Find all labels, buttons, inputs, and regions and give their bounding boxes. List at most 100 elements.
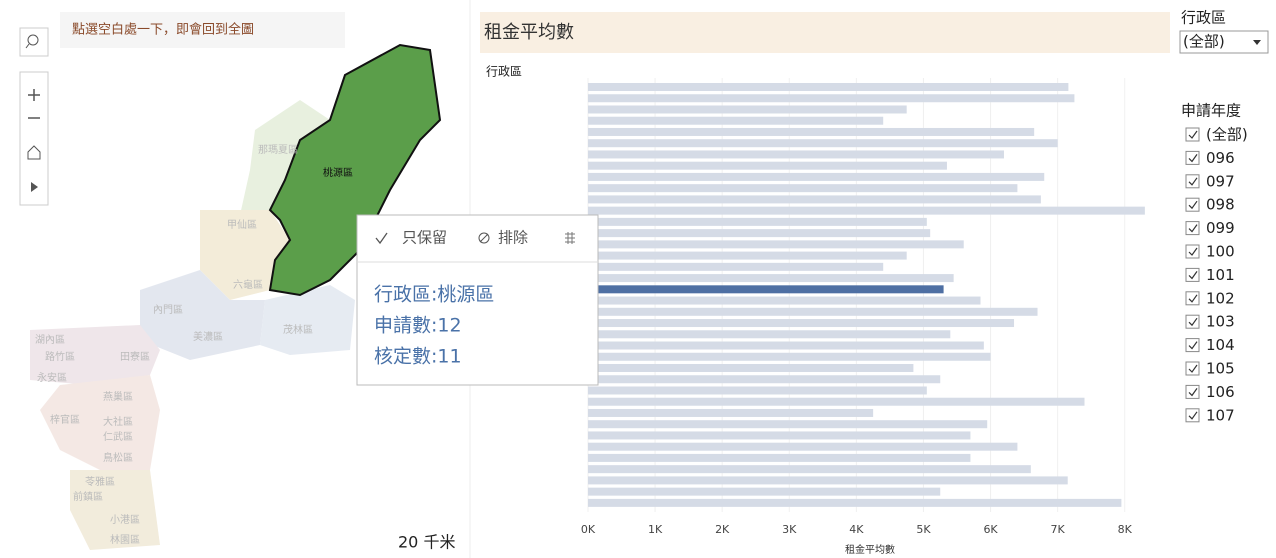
year-option: 097 bbox=[1206, 172, 1235, 190]
bar bbox=[588, 296, 981, 305]
x-tick-label: 2K bbox=[715, 523, 730, 536]
y-axis-header: 行政區 bbox=[486, 65, 522, 79]
bar bbox=[588, 195, 1041, 204]
tooltip-line: 行政區:桃源區 bbox=[374, 284, 494, 306]
map-scale: 20 千米 bbox=[398, 533, 455, 552]
bar bbox=[588, 364, 914, 372]
x-axis-title: 租金平均數 bbox=[845, 543, 895, 556]
x-tick-label: 7K bbox=[1051, 523, 1066, 536]
checkbox[interactable] bbox=[1185, 408, 1200, 423]
bar bbox=[588, 442, 1018, 451]
x-tick-label: 0K bbox=[581, 523, 596, 536]
year-option: 100 bbox=[1206, 243, 1235, 261]
bar bbox=[588, 217, 927, 226]
dropdown-value: (全部) bbox=[1183, 33, 1225, 51]
district-label: 仁武區 bbox=[103, 430, 133, 443]
bar bbox=[588, 307, 1038, 316]
x-tick-label: 6K bbox=[983, 523, 998, 536]
checkbox[interactable] bbox=[1185, 244, 1200, 259]
bar bbox=[588, 116, 884, 125]
bar bbox=[588, 127, 1035, 136]
selected-district[interactable] bbox=[268, 43, 442, 297]
map-hint: 點選空白處一下，即會回到全圖 bbox=[72, 22, 254, 38]
checkbox[interactable] bbox=[1185, 127, 1200, 142]
tooltip-line: 申請數:12 bbox=[374, 315, 462, 337]
year-option: (全部) bbox=[1206, 126, 1248, 144]
checkbox[interactable] bbox=[1185, 267, 1200, 282]
check bbox=[1188, 130, 1198, 139]
search-icon bbox=[25, 43, 30, 49]
bar bbox=[588, 229, 931, 238]
tooltip-box bbox=[356, 214, 599, 386]
district-label: 林園區 bbox=[110, 533, 140, 546]
bar bbox=[588, 184, 1018, 193]
district-label: 大社區 bbox=[103, 415, 133, 428]
checkbox[interactable] bbox=[1185, 197, 1200, 212]
district-label: 路竹區 bbox=[45, 350, 75, 363]
check bbox=[1188, 411, 1198, 420]
check bbox=[1188, 200, 1198, 210]
dropdown[interactable] bbox=[1179, 30, 1269, 54]
view-data-icon[interactable] bbox=[565, 232, 575, 244]
check bbox=[1188, 271, 1198, 280]
tooltip-action[interactable]: 排除 bbox=[498, 229, 528, 247]
bar bbox=[588, 330, 951, 339]
map-hint-bg bbox=[60, 12, 345, 48]
district-label: 苓雅區 bbox=[85, 475, 115, 488]
bar bbox=[588, 139, 1058, 148]
search-button[interactable] bbox=[19, 27, 49, 57]
year-option: 105 bbox=[1206, 360, 1235, 378]
bar bbox=[588, 150, 1004, 159]
bar bbox=[588, 465, 1031, 474]
bar bbox=[588, 285, 944, 294]
bar bbox=[588, 262, 884, 271]
tooltip: 只保留 排除 行政區:桃源區 申請數:12 核定數:11 bbox=[356, 214, 599, 386]
checkbox[interactable] bbox=[1185, 221, 1200, 236]
bar-layer: 0K 1K 2K 3K 4K 5K 6K 7K 8K bbox=[581, 78, 1145, 536]
bar bbox=[588, 83, 1069, 91]
year-option: 104 bbox=[1206, 336, 1235, 354]
district-label: 甲仙區 bbox=[227, 218, 257, 231]
filter-title: 申請年度 bbox=[1181, 102, 1241, 120]
bar bbox=[588, 274, 954, 283]
bar bbox=[588, 431, 971, 440]
checkbox[interactable] bbox=[1185, 338, 1200, 353]
x-tick-label: 3K bbox=[782, 523, 797, 536]
x-tick-label: 8K bbox=[1118, 523, 1133, 536]
bar bbox=[588, 375, 941, 384]
filter-title: 行政區 bbox=[1181, 9, 1226, 27]
bar bbox=[588, 94, 1075, 103]
bar bbox=[588, 408, 874, 417]
checkbox[interactable] bbox=[1185, 361, 1200, 376]
checkbox[interactable] bbox=[1185, 291, 1200, 306]
district-label: 梓官區 bbox=[50, 413, 80, 426]
year-option: 106 bbox=[1206, 383, 1235, 401]
check bbox=[1188, 154, 1198, 163]
checkbox[interactable] bbox=[1185, 314, 1200, 329]
checkbox[interactable] bbox=[1185, 174, 1200, 189]
chart-title: 租金平均數 bbox=[484, 22, 574, 43]
pan[interactable] bbox=[31, 182, 38, 192]
bar bbox=[588, 420, 988, 429]
district-label: 美濃區 bbox=[193, 330, 223, 343]
year-option: 099 bbox=[1206, 219, 1235, 237]
checkbox[interactable] bbox=[1185, 150, 1200, 165]
year-option: 102 bbox=[1206, 289, 1235, 307]
year-options: (全部) 096 097 098 099 100 101 102 103 104 105 106 107 bbox=[1185, 126, 1248, 424]
home[interactable] bbox=[27, 145, 41, 160]
bar bbox=[588, 172, 1045, 181]
chart-title-bg bbox=[480, 12, 1170, 53]
year-option: 107 bbox=[1206, 406, 1235, 424]
tooltip-action[interactable]: 只保留 bbox=[402, 229, 447, 247]
district-label: 鳥松區 bbox=[103, 451, 133, 464]
check bbox=[1188, 247, 1198, 256]
district-label: 茂林區 bbox=[283, 323, 313, 336]
tooltip-line: 核定數:11 bbox=[374, 346, 462, 368]
bar bbox=[588, 487, 941, 496]
checkbox[interactable] bbox=[1185, 384, 1200, 399]
district-label: 田寮區 bbox=[120, 350, 150, 363]
x-tick-label: 4K bbox=[849, 523, 864, 536]
district-label: 小港區 bbox=[110, 514, 140, 526]
zoom-in[interactable] bbox=[28, 89, 40, 101]
